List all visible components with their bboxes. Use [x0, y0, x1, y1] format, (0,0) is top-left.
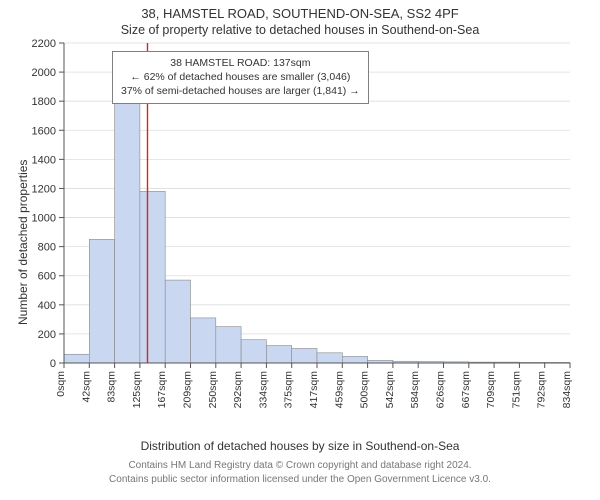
- svg-text:0sqm: 0sqm: [55, 371, 67, 397]
- svg-text:375sqm: 375sqm: [283, 371, 295, 409]
- histogram-bar: [165, 280, 190, 363]
- svg-text:1800: 1800: [32, 96, 56, 108]
- svg-text:42sqm: 42sqm: [80, 371, 92, 403]
- footer-line-2: Contains public sector information licen…: [0, 473, 600, 487]
- histogram-bar: [216, 327, 241, 363]
- svg-text:834sqm: 834sqm: [561, 371, 573, 409]
- annotation-line-3: 37% of semi-detached houses are larger (…: [121, 84, 360, 98]
- svg-text:209sqm: 209sqm: [182, 371, 194, 409]
- svg-text:1400: 1400: [32, 154, 56, 166]
- svg-text:417sqm: 417sqm: [308, 371, 320, 409]
- histogram-bar: [89, 239, 114, 363]
- histogram-bar: [140, 191, 165, 363]
- annotation-line-2: ← 62% of detached houses are smaller (3,…: [121, 70, 360, 84]
- svg-text:292sqm: 292sqm: [232, 371, 244, 409]
- footer-line-1: Contains HM Land Registry data © Crown c…: [0, 459, 600, 473]
- chart-footer: Contains HM Land Registry data © Crown c…: [0, 459, 600, 486]
- svg-text:167sqm: 167sqm: [156, 371, 168, 409]
- svg-text:250sqm: 250sqm: [207, 371, 219, 409]
- svg-text:542sqm: 542sqm: [384, 371, 396, 409]
- svg-text:600: 600: [38, 271, 56, 283]
- histogram-bar: [292, 348, 317, 363]
- svg-text:800: 800: [38, 242, 56, 254]
- chart-titles: 38, HAMSTEL ROAD, SOUTHEND-ON-SEA, SS2 4…: [0, 6, 600, 37]
- histogram-bar: [64, 354, 89, 363]
- svg-text:200: 200: [38, 329, 56, 341]
- x-axis-title: Distribution of detached houses by size …: [0, 439, 600, 453]
- svg-text:584sqm: 584sqm: [409, 371, 421, 409]
- histogram-bar: [266, 346, 291, 363]
- y-axis-title: Number of detached properties: [16, 160, 30, 325]
- svg-text:400: 400: [38, 300, 56, 312]
- histogram-bar: [317, 353, 342, 363]
- chart-area: Number of detached properties 0 200 400 600…: [0, 37, 600, 437]
- svg-text:125sqm: 125sqm: [131, 371, 143, 409]
- svg-text:709sqm: 709sqm: [485, 371, 497, 409]
- title-sub: Size of property relative to detached ho…: [0, 23, 600, 37]
- histogram-bar: [342, 356, 367, 363]
- svg-text:751sqm: 751sqm: [510, 371, 522, 409]
- svg-text:2200: 2200: [32, 38, 56, 50]
- annotation-box: 38 HAMSTEL ROAD: 137sqm ← 62% of detache…: [112, 51, 369, 104]
- histogram-bar: [241, 340, 266, 363]
- svg-text:626sqm: 626sqm: [435, 371, 447, 409]
- svg-text:1600: 1600: [32, 125, 56, 137]
- svg-text:1200: 1200: [32, 183, 56, 195]
- svg-text:2000: 2000: [32, 67, 56, 79]
- svg-text:83sqm: 83sqm: [106, 371, 118, 403]
- svg-text:667sqm: 667sqm: [460, 371, 472, 409]
- histogram-bar: [115, 90, 140, 363]
- svg-text:459sqm: 459sqm: [333, 371, 345, 409]
- histogram-bar: [191, 318, 216, 363]
- annotation-line-1: 38 HAMSTEL ROAD: 137sqm: [121, 56, 360, 70]
- svg-text:1000: 1000: [32, 213, 56, 225]
- title-main: 38, HAMSTEL ROAD, SOUTHEND-ON-SEA, SS2 4…: [0, 6, 600, 21]
- svg-text:0: 0: [50, 358, 56, 370]
- svg-text:792sqm: 792sqm: [536, 371, 548, 409]
- svg-text:334sqm: 334sqm: [257, 371, 269, 409]
- svg-text:500sqm: 500sqm: [359, 371, 371, 409]
